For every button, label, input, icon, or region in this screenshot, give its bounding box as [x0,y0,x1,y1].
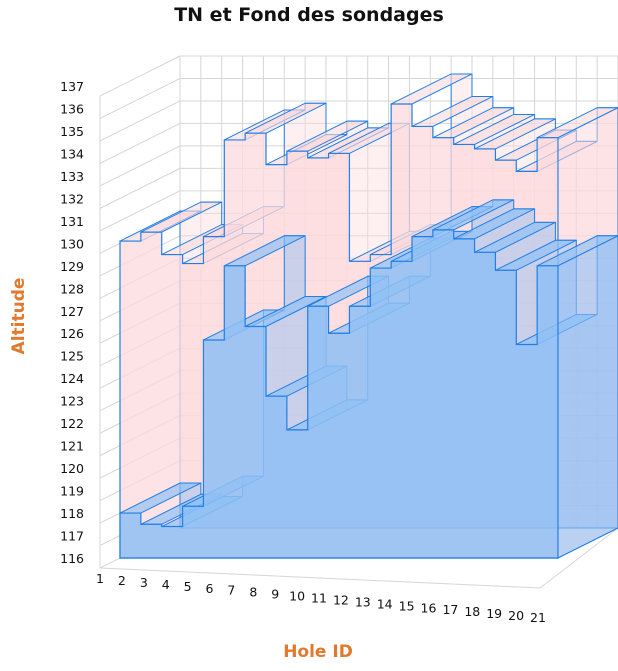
y-axis-title: Altitude [9,278,29,355]
x-tick-label: 14 [377,596,393,611]
series-2-side-face [557,235,618,559]
x-tick-labels: 1 2 3 4 5 6 7 8 9 10 11 12 13 14 15 16 17 18 19 20 21 [96,571,546,625]
y-tick-label: 128 [60,281,84,296]
y-tick-label: 130 [60,236,84,251]
y-tick-label: 137 [60,79,84,94]
y-tick-label: 116 [60,551,84,566]
y-tick-label: 129 [60,259,84,274]
y-tick-label: 136 [60,101,84,116]
y-tick-label: 134 [60,146,84,161]
y-tick-label: 131 [60,214,84,229]
y-tick-label: 122 [60,416,84,431]
x-tick-label: 15 [399,598,415,613]
x-tick-label: 19 [486,606,502,621]
chart-title: TN et Fond des sondages [174,4,444,26]
x-tick-label: 4 [162,577,170,592]
y-tick-labels: 116 117 118 119 120 121 122 123 124 125 126 127 128 1… [60,79,84,566]
y-tick-label: 117 [60,529,84,544]
x-tick-label: 6 [206,581,214,596]
y-tick-label: 135 [60,124,84,139]
x-tick-label: 17 [442,602,458,617]
x-tick-label: 8 [249,585,257,600]
x-tick-label: 11 [311,591,327,606]
y-tick-label: 121 [60,439,84,454]
x-tick-label: 20 [508,608,524,623]
series-layer [119,73,618,559]
x-tick-label: 5 [184,579,192,594]
y-tick-label: 118 [60,506,84,521]
y-tick-label: 132 [60,191,84,206]
y-tick-label: 120 [60,461,84,476]
x-tick-label: 16 [421,600,437,615]
y-tick-label: 133 [60,169,84,184]
y-tick-label: 125 [60,349,84,364]
x-tick-label: 3 [140,575,148,590]
y-tick-label: 123 [60,394,84,409]
x-tick-label: 9 [271,587,279,602]
x-axis-title: Hole ID [283,642,353,662]
y-tick-label: 127 [60,304,84,319]
x-tick-label: 13 [355,594,371,609]
series-2-front-face [119,229,559,559]
x-tick-label: 1 [96,571,104,586]
y-tick-label: 119 [60,484,84,499]
series-2 [119,199,618,559]
x-tick-label: 12 [333,592,349,607]
x-tick-label: 2 [118,573,126,588]
x-tick-label: 7 [227,583,235,598]
y-tick-label: 126 [60,326,84,341]
x-tick-label: 10 [289,589,305,604]
x-tick-label: 18 [464,604,480,619]
y-tick-label: 124 [60,371,84,386]
x-tick-label: 21 [530,610,546,625]
